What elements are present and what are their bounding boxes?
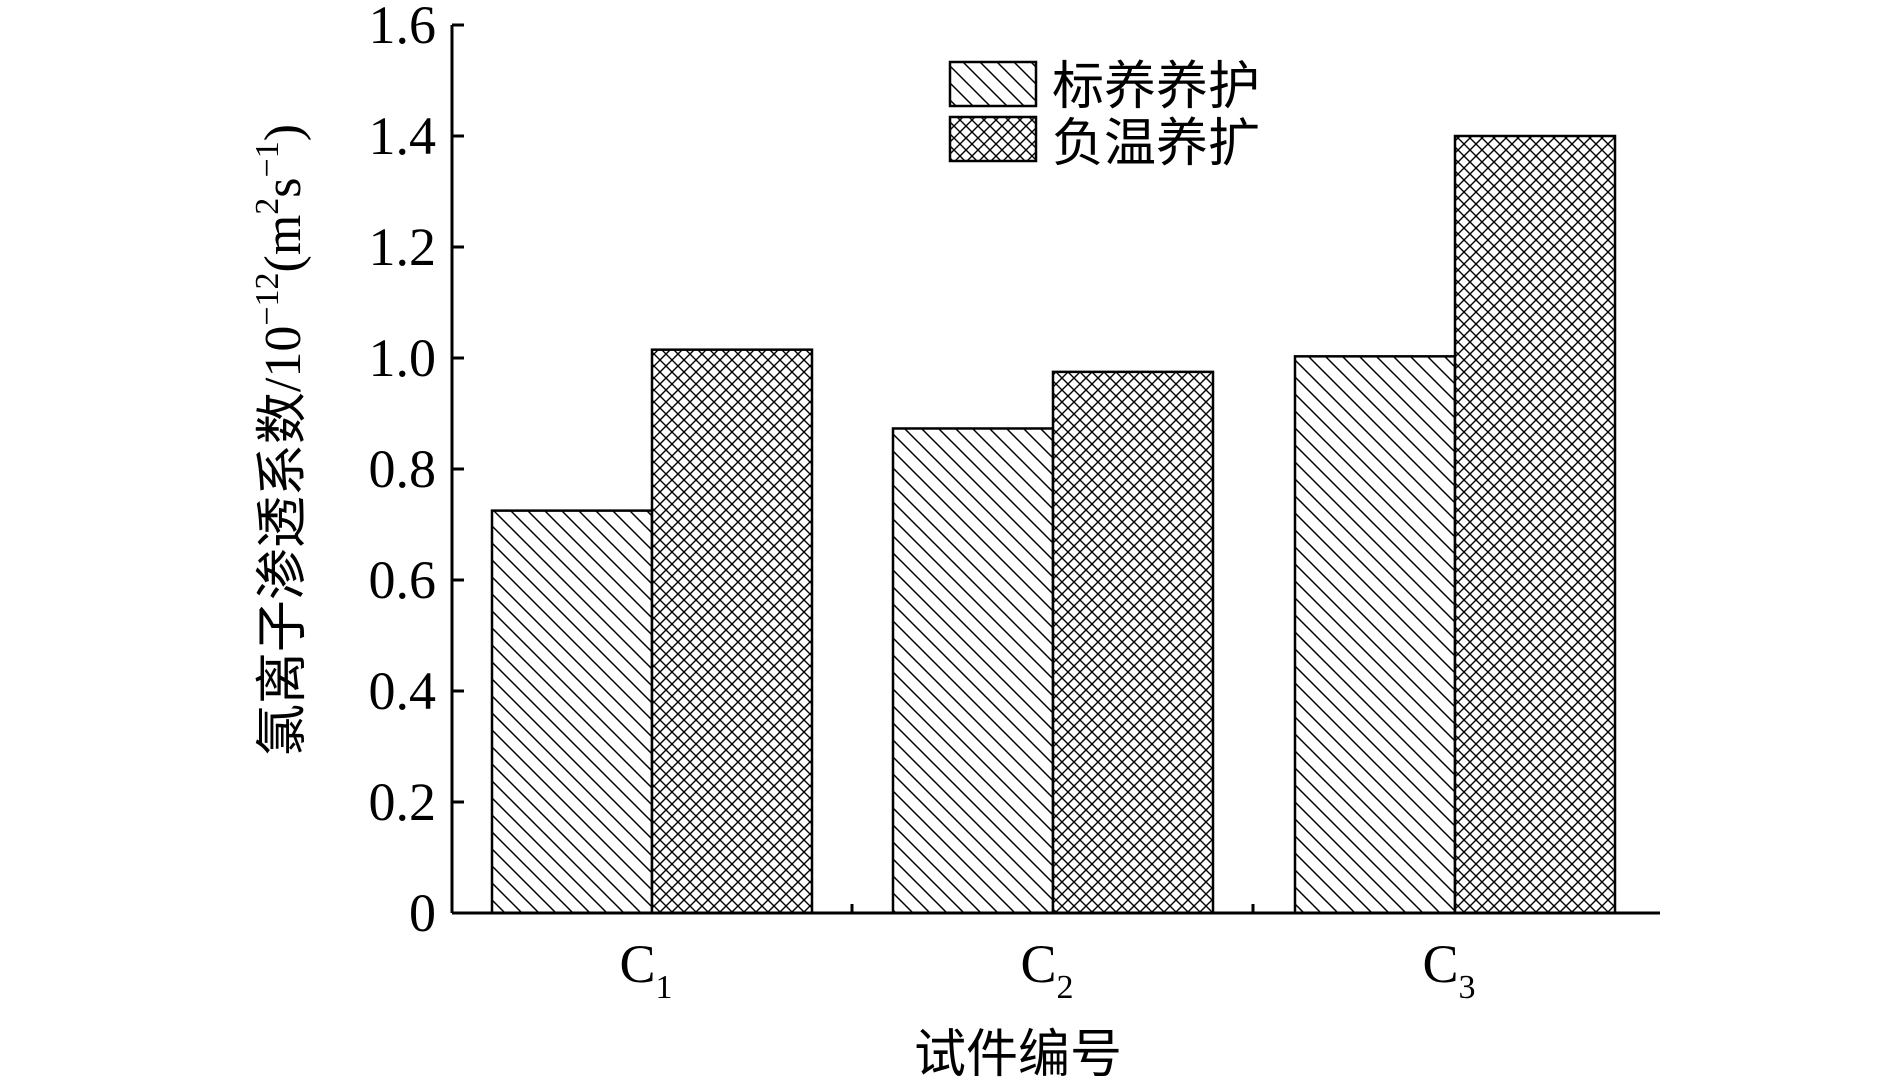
y-tick-label: 1.6 bbox=[369, 0, 437, 55]
y-tick-label: 1.0 bbox=[369, 328, 437, 388]
bar-C1-series-1 bbox=[490, 509, 654, 915]
y-axis-title-mid: (m bbox=[255, 215, 312, 273]
x-tick-label-sub: 2 bbox=[1057, 969, 1074, 1006]
bar-C2-series-1 bbox=[891, 427, 1055, 915]
x-tick-labels-group: C1 C2 C3 bbox=[619, 934, 1475, 1006]
bar-C1-series-2 bbox=[650, 348, 814, 915]
legend-swatch-series-1 bbox=[948, 60, 1038, 108]
x-tick-label-C1: C1 bbox=[619, 934, 672, 1006]
x-tick-label-C3: C3 bbox=[1422, 934, 1475, 1006]
x-tick-label-sub: 3 bbox=[1459, 969, 1476, 1006]
y-axis-title-exp2: 2 bbox=[249, 198, 286, 215]
x-tick-label-sub: 1 bbox=[656, 969, 673, 1006]
x-tick-label-main: C bbox=[1020, 934, 1056, 994]
y-tick-label: 1.4 bbox=[369, 106, 437, 166]
y-axis-title-exp3: −1 bbox=[249, 141, 286, 177]
legend-label-series-1: 标养养护 bbox=[1052, 59, 1260, 116]
legend-swatch-series-2 bbox=[948, 115, 1038, 163]
y-axis-title-s: s bbox=[255, 177, 312, 197]
x-axis-title: 试件编号 bbox=[914, 1027, 1122, 1084]
y-axis-title-exp1: −12 bbox=[249, 272, 286, 325]
x-tick-label-C2: C2 bbox=[1020, 934, 1073, 1006]
y-tick-label: 0.2 bbox=[369, 772, 437, 832]
y-ticks-group: 0 0.2 0.4 0.6 0.8 1.0 1.2 1.4 1.6 bbox=[369, 0, 464, 943]
y-tick-label: 0.6 bbox=[369, 550, 437, 610]
legend: 标养养护 负温养扩 bbox=[948, 59, 1260, 173]
x-tick-label-main: C bbox=[1422, 934, 1458, 994]
bar-C3-series-2 bbox=[1453, 134, 1617, 915]
y-axis-title-suffix: ) bbox=[255, 124, 312, 141]
y-axis-title-prefix: 氯离子渗透系数/10 bbox=[255, 326, 312, 756]
bar-C3-series-1 bbox=[1293, 355, 1457, 915]
y-axis-title: 氯离子渗透系数/10−12(m2s−1) bbox=[249, 124, 312, 756]
y-tick-label: 0 bbox=[409, 883, 436, 943]
y-tick-label: 1.2 bbox=[369, 217, 437, 277]
y-tick-label: 0.8 bbox=[369, 439, 437, 499]
bar-C2-series-2 bbox=[1051, 370, 1215, 915]
x-tick-label-main: C bbox=[619, 934, 655, 994]
legend-label-series-2: 负温养扩 bbox=[1052, 116, 1260, 173]
bars-group bbox=[490, 134, 1617, 915]
y-tick-label: 0.4 bbox=[369, 661, 437, 721]
